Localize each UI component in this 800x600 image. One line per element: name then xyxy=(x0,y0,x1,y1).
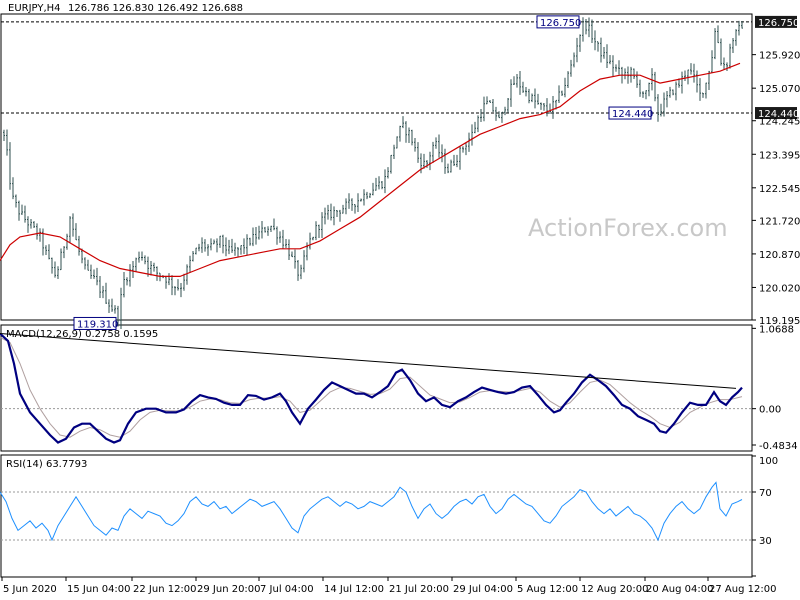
macd-tick-label: -0.4834 xyxy=(759,441,798,452)
price-tick-label: 124.245 xyxy=(759,117,800,128)
price-tick-label: 125.920 xyxy=(759,51,800,62)
rsi-tick-label: 30 xyxy=(759,536,772,547)
watermark: ActionForex.com xyxy=(528,214,728,242)
price-panel xyxy=(1,21,752,114)
support-label-box xyxy=(608,106,652,120)
macd-title: MACD(12,26,9) 0.2758 0.1595 xyxy=(6,329,158,340)
ma-line xyxy=(0,62,741,277)
time-tick-label: 27 Aug 12:00 xyxy=(709,584,776,595)
level-price-label: 124.440 xyxy=(758,109,799,120)
price-tick-label: 122.545 xyxy=(759,184,800,195)
time-tick-label: 12 Aug 20:00 xyxy=(581,584,648,595)
support-label: 124.440 xyxy=(612,109,653,120)
time-tick-label: 29 Jul 04:00 xyxy=(453,584,513,595)
rsi-title: RSI(14) 63.7793 xyxy=(6,459,87,470)
macd-panel-frame xyxy=(0,324,753,452)
time-tick-label: 20 Aug 04:00 xyxy=(646,584,713,595)
price-tick-label: 125.070 xyxy=(759,84,800,95)
chart-title: EURJPY,H4 xyxy=(8,3,61,14)
high-label-box xyxy=(536,15,580,29)
rsi-panel: 100 70 30 xyxy=(0,455,778,577)
macd-panel: 1.0688 0.00 -0.4834 xyxy=(0,324,798,452)
moving-average xyxy=(0,62,741,277)
time-tick-label: 14 Jul 12:00 xyxy=(324,584,384,595)
price-tick-label: 120.870 xyxy=(759,250,800,261)
price-tick-label: 120.020 xyxy=(759,283,800,294)
macd-tick-label: 0.00 xyxy=(759,405,781,416)
time-tick-label: 5 Jun 2020 xyxy=(3,584,57,595)
time-tick-label: 21 Jul 20:00 xyxy=(389,584,449,595)
time-tick-label: 7 Jul 04:00 xyxy=(260,584,314,595)
time-tick-label: 15 Jun 04:00 xyxy=(67,584,131,595)
current-price-box xyxy=(755,15,797,28)
macd-signal-line xyxy=(0,336,743,438)
time-tick-label: 5 Aug 12:00 xyxy=(517,584,578,595)
macd-main-line xyxy=(0,332,743,444)
low-label: 119.310 xyxy=(77,319,118,330)
macd-trendline xyxy=(0,333,737,389)
rsi-panel-frame xyxy=(0,454,753,578)
price-tick-label: 123.395 xyxy=(759,150,800,161)
ohlc-header: 126.786 126.830 126.492 126.688 xyxy=(68,3,243,14)
low-label-box xyxy=(73,316,117,330)
price-panel-frame xyxy=(0,13,753,321)
rsi-tick-label: 70 xyxy=(759,488,772,499)
time-tick-label: 29 Jun 20:00 xyxy=(197,584,261,595)
price-tick-label: 119.195 xyxy=(759,316,800,327)
current-price-label: 126.750 xyxy=(758,18,799,29)
rsi-line xyxy=(0,481,743,542)
time-axis: 5 Jun 2020 15 Jun 04:00 22 Jun 12:00 29 Jun… xyxy=(1,577,776,595)
high-label: 126.750 xyxy=(540,18,581,29)
price-tick-label: 121.720 xyxy=(759,216,800,227)
rsi-tick-label: 100 xyxy=(759,456,778,467)
macd-tick-label: 1.0688 xyxy=(759,324,794,335)
price-axis: 126.750125.920125.070124.440124.245123.3… xyxy=(73,15,800,330)
price-bars xyxy=(3,17,743,329)
time-tick-label: 22 Jun 12:00 xyxy=(133,584,197,595)
level-price-box xyxy=(755,107,797,120)
